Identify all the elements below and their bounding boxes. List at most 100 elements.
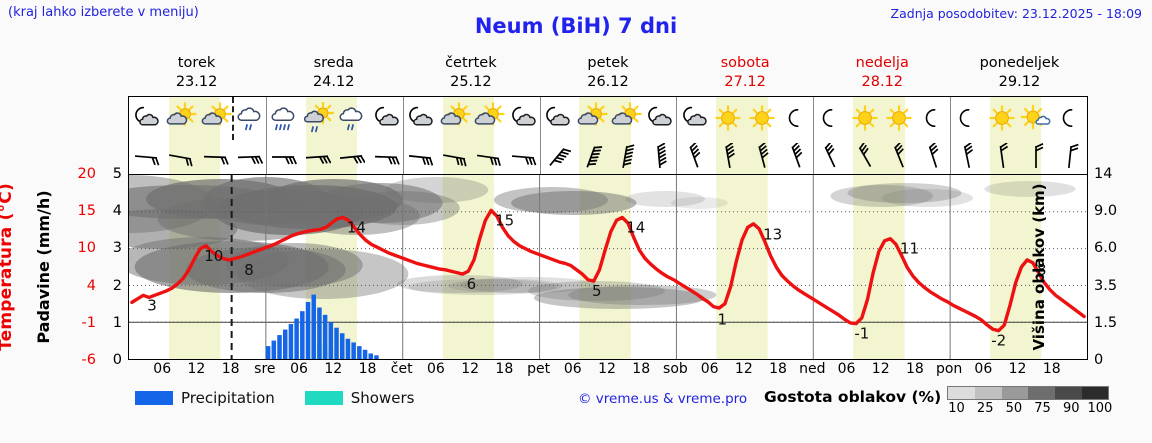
day-header-5: nedelja 28.12 <box>814 52 951 94</box>
weather-icon-moon-cloud <box>642 97 676 140</box>
wind-barb-25 <box>984 140 1018 174</box>
precipitation-axis-ticks: 5 4 3 2 1 0 <box>96 166 122 368</box>
cloud-blob-14 <box>237 249 409 299</box>
cloud-density-tick-5: 100 <box>1087 401 1113 416</box>
cloud-density-swatch-0 <box>948 387 975 399</box>
weather-icon-sun <box>882 97 916 140</box>
wind-barb-0 <box>129 140 163 174</box>
cloud-blob-18 <box>397 275 523 293</box>
wind-barb-4 <box>266 140 300 174</box>
temperature-label-10: -1 <box>854 325 869 343</box>
wind-barb-17 <box>711 140 745 174</box>
wind-barb-16 <box>677 140 711 174</box>
credit-link[interactable]: © vreme.us & vreme.pro <box>578 391 748 407</box>
precipitation-bars-bar <box>317 307 322 359</box>
cloud-blob-23 <box>511 191 637 215</box>
temperature-label-3: 14 <box>347 218 366 236</box>
precipitation-legend-label: Precipitation <box>181 389 275 407</box>
wind-barb-2 <box>197 140 231 174</box>
day-name: torek <box>177 55 216 71</box>
day-header-1: sreda 24.12 <box>265 52 402 94</box>
precipitation-bars-bar <box>339 333 345 359</box>
x-tick-17: 12 <box>734 361 753 377</box>
cloud-density-swatch-4 <box>1054 387 1082 399</box>
x-tick-4: 06 <box>290 361 308 377</box>
day-separator-5 <box>813 97 815 140</box>
location-menu-note[interactable]: (kraj lahko izberete v meniju) <box>8 5 199 20</box>
wind-barb-21 <box>848 140 882 174</box>
cloud-density-swatch-2 <box>1001 387 1029 399</box>
temperature-axis-ticks: 20 15 10 4 -1 -6 <box>62 166 96 368</box>
wind-barb-11 <box>505 140 539 174</box>
wind-barb-6 <box>334 140 368 174</box>
cloud-density-tick-2: 50 <box>1005 401 1023 416</box>
weather-icon-sun-cloud <box>574 97 608 140</box>
cloud-density-swatch-5 <box>1081 387 1109 399</box>
cloud-density-tick-4: 90 <box>1062 401 1080 416</box>
temperature-label-11: 11 <box>900 240 919 258</box>
weather-icon-moon-cloud <box>129 97 163 140</box>
day-name: petek <box>587 55 629 71</box>
precipitation-bars-bar <box>265 346 271 359</box>
x-tick-8: 06 <box>427 361 445 377</box>
wind-barb-14 <box>608 140 642 174</box>
cloud-blob-30 <box>847 183 962 203</box>
weather-icon-sun-cloud <box>437 97 471 140</box>
temperature-label-5: 15 <box>495 211 514 229</box>
temperature-label-1: 10 <box>204 247 223 265</box>
wind-barb-18 <box>745 140 779 174</box>
precipitation-bars-bar <box>357 346 362 359</box>
day-date: 27.12 <box>724 74 766 90</box>
day-separator-1 <box>265 140 267 174</box>
temp-ticks-0: 20 <box>77 166 96 182</box>
cloud-blob-28 <box>670 197 728 209</box>
day-name: nedelja <box>855 55 909 71</box>
cloud-density-tick-0: 10 <box>948 401 965 416</box>
day-name: sobota <box>720 55 770 71</box>
day-header-6: ponedeljek 29.12 <box>951 52 1088 94</box>
day-name: četrtek <box>445 55 497 71</box>
x-tick-5: 12 <box>324 361 343 377</box>
x-tick-2: 18 <box>221 361 240 377</box>
precipitation-bars-bar <box>277 335 282 359</box>
weather-icon-moon <box>813 97 847 140</box>
wind-barb-13 <box>574 140 608 174</box>
cloud-density-tick-1: 25 <box>976 401 994 416</box>
day-separator-2 <box>402 140 404 174</box>
x-tick-7: čet <box>390 361 413 377</box>
last-updated: Zadnja posodobitev: 23.12.2025 - 18:09 <box>890 6 1142 21</box>
temperature-label-8: 1 <box>717 310 727 328</box>
cloud-blob-15 <box>317 183 443 223</box>
day-header-band: torek 23.12 sreda 24.12 četrtek 25.12 petek 26.… <box>128 52 1088 94</box>
precipitation-bars-bar <box>282 329 288 359</box>
day-header-0: torek 23.12 <box>128 52 265 94</box>
wind-barb-10 <box>471 140 505 174</box>
cloud-blob-32 <box>984 181 1076 197</box>
precipitation-bars-bar <box>368 353 374 359</box>
day-separator-4 <box>676 140 678 174</box>
wind-barb-26 <box>1019 140 1053 174</box>
temp-ticks-4: -1 <box>81 314 96 331</box>
day-separator-6 <box>950 140 952 174</box>
weather-icon-sun-cloud-small <box>1019 97 1053 140</box>
x-tick-1: 12 <box>187 361 206 377</box>
wind-barb-12 <box>540 140 574 174</box>
cloud-cover-field <box>129 175 1076 309</box>
cloud-ticks-0: 14 <box>1094 166 1113 182</box>
weather-icon-moon <box>950 97 984 140</box>
cloud-density-swatch-3 <box>1028 387 1055 399</box>
x-tick-11: pet <box>527 361 551 377</box>
weather-icon-sun <box>745 97 779 140</box>
wind-barb-24 <box>950 140 984 174</box>
showers-swatch <box>304 391 343 405</box>
precipitation-bars-bar <box>311 294 316 359</box>
precipitation-axis-title: Padavine (mm/h) <box>34 190 53 344</box>
weather-icon-cloud-drizzle <box>334 97 368 140</box>
x-tick-12: 06 <box>563 361 582 377</box>
weather-icon-moon-cloud <box>505 97 539 140</box>
daylight-band-3 <box>579 140 631 174</box>
cloud-ticks-5: 0 <box>1094 352 1104 368</box>
weather-icon-moon <box>1053 97 1087 140</box>
cloud-ticks-2: 6.0 <box>1094 240 1118 257</box>
